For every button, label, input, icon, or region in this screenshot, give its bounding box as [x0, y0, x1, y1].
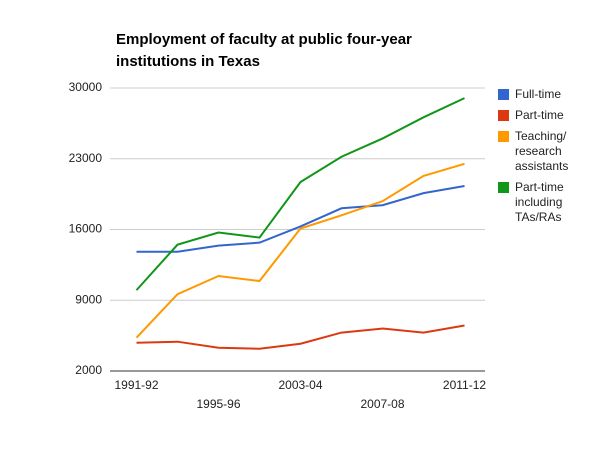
series-line — [136, 185, 465, 253]
series-line — [136, 324, 465, 350]
series-line — [135, 162, 465, 339]
chart-title: Employment of faculty at public four-yea… — [116, 31, 412, 70]
legend-item: Teaching/ research assistants — [498, 129, 594, 174]
y-tick-label: 30000 — [69, 80, 103, 94]
legend-label: Full-time — [515, 87, 562, 101]
y-tick-label: 2000 — [75, 363, 102, 377]
y-tick-label: 23000 — [69, 151, 103, 165]
x-tick-label: 2003-04 — [278, 378, 322, 392]
legend-swatch — [498, 182, 509, 193]
y-tick-label: 16000 — [69, 222, 103, 236]
legend-label: Part-time including TAs/RAs — [515, 180, 564, 224]
legend-item: Part-time — [498, 108, 594, 123]
x-tick-label: 1995-96 — [196, 397, 240, 411]
series-line — [135, 97, 465, 291]
x-tick-label: 2007-08 — [360, 397, 404, 411]
legend-swatch — [498, 131, 509, 142]
legend-swatch — [498, 110, 509, 121]
x-tick-label: 2011-12 — [443, 378, 486, 392]
legend: Full-time Part-time Teaching/ research ass… — [498, 87, 594, 231]
legend-label: Teaching/ research assistants — [515, 129, 569, 173]
legend-swatch — [498, 89, 509, 100]
legend-item: Full-time — [498, 87, 594, 102]
legend-label: Part-time — [515, 108, 564, 122]
y-tick-label: 9000 — [75, 292, 102, 306]
x-tick-label: 1991-92 — [114, 378, 158, 392]
legend-item: Part-time including TAs/RAs — [498, 180, 594, 225]
